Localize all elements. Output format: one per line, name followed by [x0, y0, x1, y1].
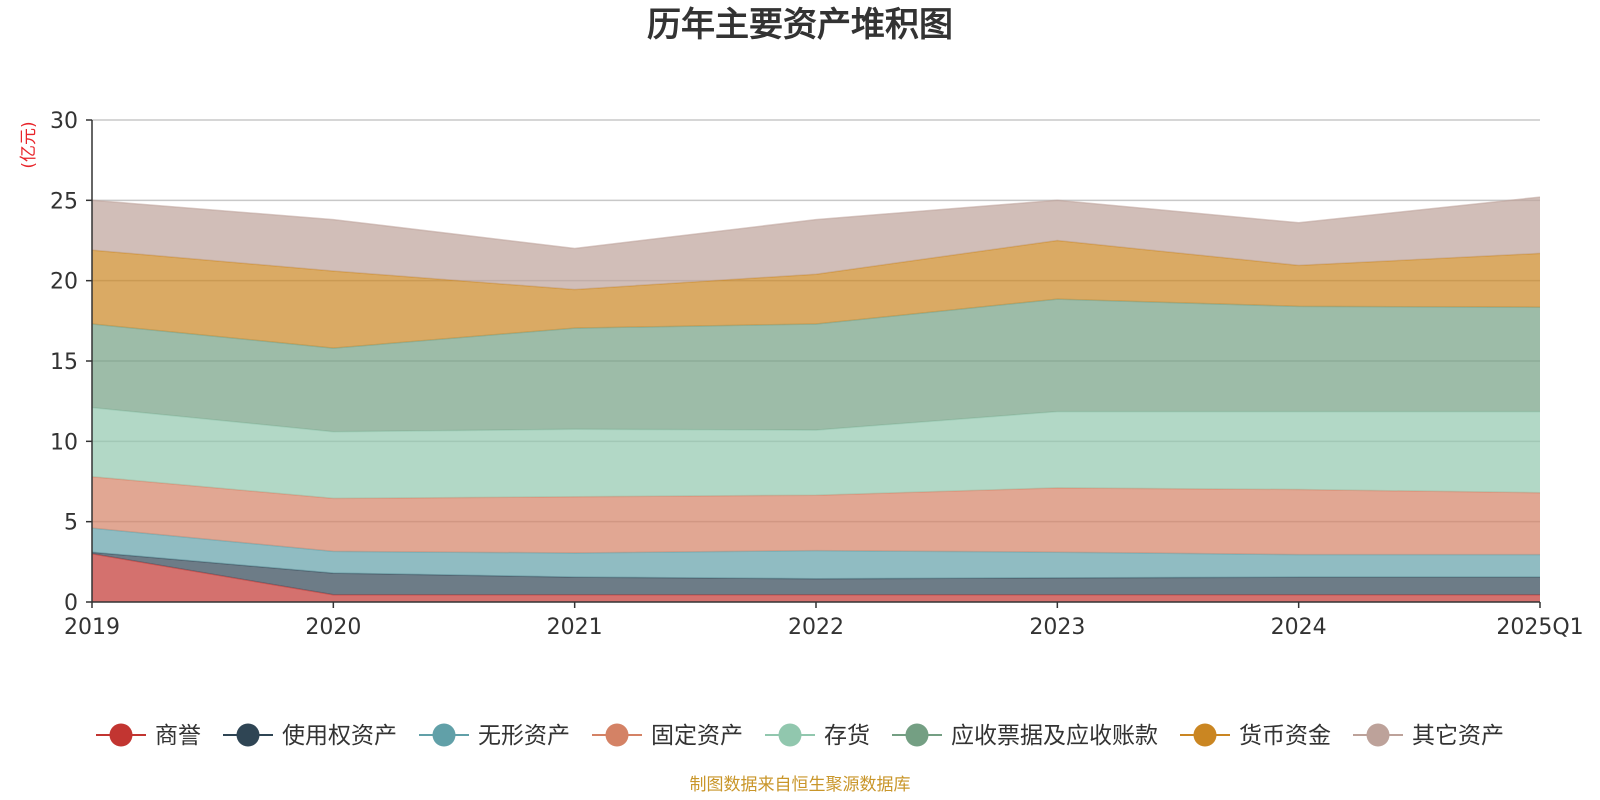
y-tick-label: 15 [50, 350, 78, 375]
legend-item[interactable]: 其它资产 [1353, 723, 1504, 749]
legend-label: 商誉 [155, 723, 201, 749]
legend-item[interactable]: 固定资产 [592, 723, 743, 749]
x-tick-label: 2020 [305, 615, 361, 640]
legend-label: 应收票据及应收账款 [951, 723, 1158, 749]
y-tick-label: 0 [64, 591, 78, 616]
y-tick-label: 20 [50, 270, 78, 295]
legend-circle-icon [432, 723, 456, 747]
area-series-3 [92, 476, 1540, 555]
area-series-1 [92, 552, 1540, 595]
legend-item[interactable]: 货币资金 [1180, 723, 1331, 749]
area-series-7 [92, 197, 1540, 290]
legend-circle-icon [1193, 723, 1217, 747]
y-axis-unit: (亿元) [19, 121, 39, 168]
x-tick-label: 2019 [64, 615, 120, 640]
area-series-6 [92, 240, 1540, 349]
source-note: 制图数据来自恒生聚源数据库 [690, 775, 911, 795]
legend-label: 其它资产 [1412, 723, 1504, 749]
legend-circle-icon [605, 723, 629, 747]
y-tick-label: 5 [64, 511, 78, 536]
area-series-5 [92, 299, 1540, 432]
x-tick-label: 2021 [547, 615, 603, 640]
area-series-line-7 [91, 196, 1541, 250]
legend-item[interactable]: 应收票据及应收账款 [892, 723, 1158, 749]
x-tick-label: 2023 [1029, 615, 1085, 640]
legend-circle-icon [109, 723, 133, 747]
chart-title: 历年主要资产堆积图 [647, 5, 953, 45]
axes: 0 5 10 15 20 25 30 2019 2020 2021 2022 2023 2024 2025… [50, 109, 1584, 640]
legend-item[interactable]: 无形资产 [419, 723, 570, 749]
x-tick-label: 2025Q1 [1496, 615, 1583, 640]
legend-item[interactable]: 存货 [765, 723, 870, 749]
x-tick-label: 2022 [788, 615, 844, 640]
area-series-2 [92, 528, 1540, 579]
legend-circle-icon [905, 723, 929, 747]
legend-circle-icon [236, 723, 260, 747]
legend-item[interactable]: 使用权资产 [223, 723, 397, 749]
area-series-4 [92, 407, 1540, 499]
legend-label: 无形资产 [478, 723, 570, 749]
legend-label: 货币资金 [1239, 723, 1331, 749]
legend-label: 存货 [824, 723, 870, 749]
area-series [91, 196, 1541, 602]
y-tick-label: 10 [50, 430, 78, 455]
legend-label: 使用权资产 [282, 723, 397, 749]
legend-label: 固定资产 [651, 723, 743, 749]
legend-circle-icon [1366, 723, 1390, 747]
area-series-0 [92, 553, 1540, 602]
legend[interactable]: 商誉 使用权资产 无形资产 固定资产 存货 应收票据及应收账款 货币资金 其它资产 [96, 723, 1504, 749]
legend-circle-icon [778, 723, 802, 747]
x-tick-label: 2024 [1271, 615, 1327, 640]
y-tick-label: 25 [50, 189, 78, 214]
legend-item[interactable]: 商誉 [96, 723, 201, 749]
y-tick-label: 30 [50, 109, 78, 134]
